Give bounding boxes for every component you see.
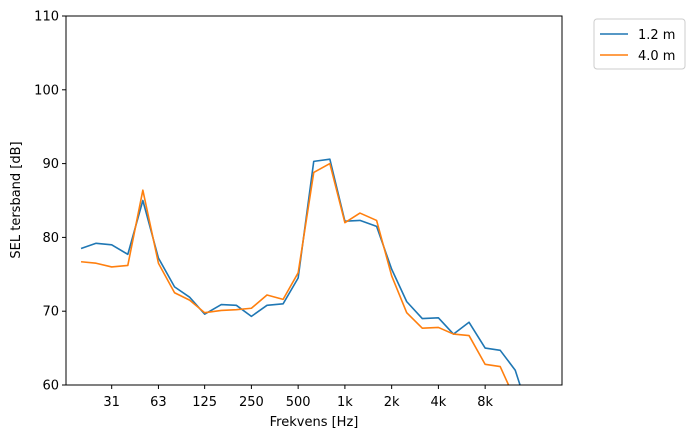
plot-frame xyxy=(65,15,563,386)
legend: 1.2 m 4.0 m xyxy=(593,18,686,70)
y-axis-label: SEL tersband [dB] xyxy=(9,141,24,258)
legend-label-4.0m: 4.0 m xyxy=(638,49,675,64)
x-tick-label: 2k xyxy=(384,395,400,410)
x-tick-label: 31 xyxy=(103,395,120,410)
legend-label-1.2m: 1.2 m xyxy=(638,28,675,43)
legend-box xyxy=(593,18,686,70)
series-layer xyxy=(80,158,521,385)
y-tick-label: 100 xyxy=(34,83,59,98)
x-tick-label: 250 xyxy=(239,395,264,410)
x-axis-label: Frekvens [Hz] xyxy=(270,415,359,430)
y-tick-label: 70 xyxy=(42,305,59,320)
y-axis: 60 70 80 90 100 110 xyxy=(34,10,66,394)
y-tick-label: 60 xyxy=(42,379,59,394)
x-tick-label: 500 xyxy=(286,395,311,410)
x-tick-label: 63 xyxy=(150,395,167,410)
y-tick-label: 110 xyxy=(34,10,59,25)
x-tick-label: 8k xyxy=(477,395,493,410)
x-tick-label: 125 xyxy=(192,395,217,410)
plot-area xyxy=(66,16,562,385)
x-axis: 31 63 125 250 500 1k 2k 4k 8k xyxy=(103,385,494,410)
y-tick-label: 80 xyxy=(42,231,59,246)
series-line-4.0m xyxy=(80,162,510,385)
y-tick-label: 90 xyxy=(42,157,59,172)
x-tick-label: 4k xyxy=(430,395,446,410)
x-tick-label: 1k xyxy=(337,395,353,410)
